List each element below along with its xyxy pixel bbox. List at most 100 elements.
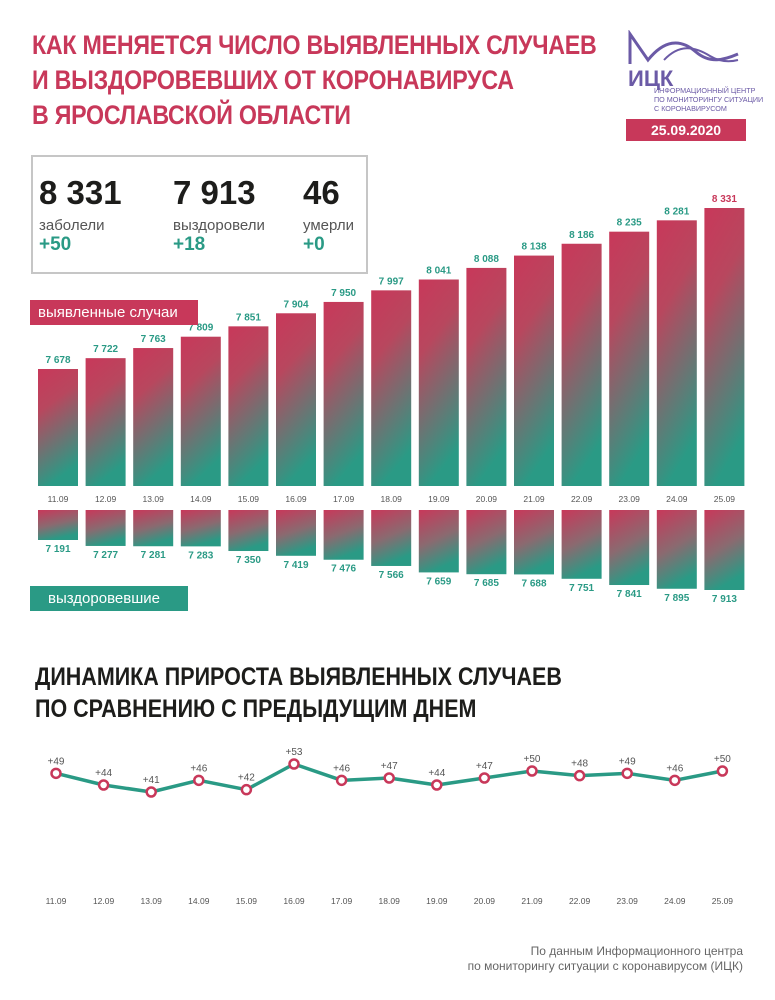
recovered-bar xyxy=(133,510,174,547)
stat-cases: 8 331 заболели +50 xyxy=(39,175,122,256)
recovered-bar-label: 7 283 xyxy=(188,550,213,561)
dynamics-title: ДИНАМИКА ПРИРОСТА ВЫЯВЛЕННЫХ СЛУЧАЕВ ПО … xyxy=(35,661,562,725)
line-chart: +49 11.09 +44 12.09 +41 13.09 +46 14.09 +42 15.09… xyxy=(46,747,734,906)
recovered-bar-label: 7 659 xyxy=(426,576,451,587)
recovered-bar xyxy=(704,510,745,590)
date-tick-label: 11.09 xyxy=(48,494,69,504)
recovered-bar-label: 7 566 xyxy=(379,570,404,581)
growth-point xyxy=(145,786,157,798)
title-line-1: КАК МЕНЯЕТСЯ ЧИСЛО ВЫЯВЛЕННЫХ СЛУЧАЕВ xyxy=(32,30,597,60)
logo-caption: ИНФОРМАЦИОННЫЙ ЦЕНТР ПО МОНИТОРИНГУ СИТУ… xyxy=(654,86,763,113)
growth-date-tick-label: 21.09 xyxy=(521,896,543,906)
logo-caption-line-2: ПО МОНИТОРИНГУ СИТУАЦИИ xyxy=(654,95,764,104)
recovered-bar xyxy=(514,510,554,575)
cases-bar-label: 8 281 xyxy=(664,206,689,217)
growth-point xyxy=(526,765,538,777)
stat-cases-delta: +50 xyxy=(39,234,72,255)
summary-box: 8 331 заболели +50 7 913 выздоровели +18… xyxy=(31,155,368,274)
cases-bar xyxy=(228,326,269,486)
cases-bar-label: 7 809 xyxy=(188,323,213,334)
stat-recovered-delta: +18 xyxy=(173,234,206,255)
stat-recovered-label: выздоровели xyxy=(173,217,265,234)
growth-point-label: +53 xyxy=(286,747,303,758)
date-tick-label: 23.09 xyxy=(619,494,641,504)
growth-point-label: +49 xyxy=(48,756,65,767)
growth-date-tick-label: 20.09 xyxy=(474,896,496,906)
growth-point-label: +44 xyxy=(95,768,112,779)
growth-point xyxy=(478,772,491,784)
growth-point xyxy=(97,779,110,791)
growth-date-tick-label: 23.09 xyxy=(617,896,639,906)
cases-bar xyxy=(371,290,412,486)
stat-deaths-value: 46 xyxy=(303,174,340,211)
growth-point xyxy=(669,774,681,787)
growth-point-label: +46 xyxy=(333,763,350,774)
date-tick-label: 18.09 xyxy=(381,494,403,504)
date-badge: 25.09.2020 xyxy=(626,119,746,141)
growth-point xyxy=(431,779,443,791)
growth-point-label: +48 xyxy=(571,759,588,770)
date-tick-label: 24.09 xyxy=(666,494,688,504)
growth-point-label: +46 xyxy=(666,763,683,774)
date-tick-label: 13.09 xyxy=(143,494,165,504)
growth-point xyxy=(240,783,253,796)
cases-bar xyxy=(418,279,459,486)
growth-date-tick-label: 15.09 xyxy=(236,896,258,906)
logo-caption-line-3: С КОРОНАВИРУСОМ xyxy=(654,104,727,113)
cases-bar-label: 8 331 xyxy=(712,194,737,205)
cases-bar-label: 8 186 xyxy=(569,230,594,241)
growth-point xyxy=(573,769,586,782)
recovered-bar-label: 7 895 xyxy=(664,593,689,604)
cases-bar xyxy=(561,243,602,486)
dynamics-title-line-2: ПО СРАВНЕНИЮ С ПРЕДЫДУЩИМ ДНЕМ xyxy=(35,695,477,723)
date-tick-label: 20.09 xyxy=(476,494,498,504)
growth-point-label: +47 xyxy=(381,761,398,772)
cases-bar xyxy=(514,255,554,486)
source-note: По данным Информационного центра по мони… xyxy=(468,944,743,974)
cases-bar-label: 7 763 xyxy=(141,334,166,345)
cases-bar-label: 7 950 xyxy=(331,288,356,299)
recovered-bar-label: 7 191 xyxy=(45,544,70,555)
cases-bar xyxy=(38,369,78,486)
growth-point-label: +41 xyxy=(143,775,160,786)
date-tick-label: 25.09 xyxy=(714,494,736,504)
growth-date-tick-label: 12.09 xyxy=(93,896,115,906)
cases-bar xyxy=(276,313,316,486)
growth-date-tick-label: 13.09 xyxy=(141,896,163,906)
growth-point xyxy=(50,767,62,780)
cases-bar xyxy=(133,348,174,486)
cases-bar xyxy=(656,220,697,487)
logo-name: ИЦК xyxy=(628,66,674,90)
cases-bar-label: 8 138 xyxy=(521,242,546,253)
recovered-bar xyxy=(561,510,602,579)
cases-bar-label: 7 851 xyxy=(236,312,261,323)
cases-bar xyxy=(323,301,364,486)
recovered-bar xyxy=(418,510,459,573)
recovered-bar-label: 7 688 xyxy=(521,578,546,589)
logo-caption-line-1: ИНФОРМАЦИОННЫЙ ЦЕНТР xyxy=(654,86,756,95)
growth-date-tick-label: 24.09 xyxy=(664,896,686,906)
recovered-bar-label: 7 350 xyxy=(236,555,261,566)
recovered-bar xyxy=(38,510,78,540)
growth-date-tick-label: 14.09 xyxy=(188,896,210,906)
date-tick-label: 12.09 xyxy=(95,494,117,504)
recovered-bar-label: 7 685 xyxy=(474,578,499,589)
growth-point-label: +50 xyxy=(524,754,541,765)
date-tick-label: 19.09 xyxy=(428,494,450,504)
cases-bar-label: 7 722 xyxy=(93,344,118,355)
bar-chart: 7 678 11.09 7 722 12.09 7 763 13.09 7 809 14.09… xyxy=(38,194,745,605)
recovered-bar xyxy=(609,510,650,586)
growth-point-label: +44 xyxy=(428,768,445,779)
growth-point xyxy=(193,774,205,787)
recovered-bar xyxy=(323,510,364,560)
cases-legend-tag: выявленные случаи xyxy=(30,300,198,325)
title-line-2: И ВЫЗДОРОВЕВШИХ ОТ КОРОНАВИРУСА xyxy=(32,65,514,95)
date-tick-label: 22.09 xyxy=(571,494,593,504)
growth-date-tick-label: 19.09 xyxy=(426,896,448,906)
cases-bar-label: 7 904 xyxy=(283,299,308,310)
growth-date-tick-label: 17.09 xyxy=(331,896,353,906)
cases-bar-label: 8 235 xyxy=(617,218,642,229)
recovered-bar-label: 7 277 xyxy=(93,550,118,561)
source-note-line-2: по мониторингу ситуации с коронавирусом … xyxy=(467,959,743,973)
source-note-line-1: По данным Информационного центра xyxy=(530,944,743,958)
